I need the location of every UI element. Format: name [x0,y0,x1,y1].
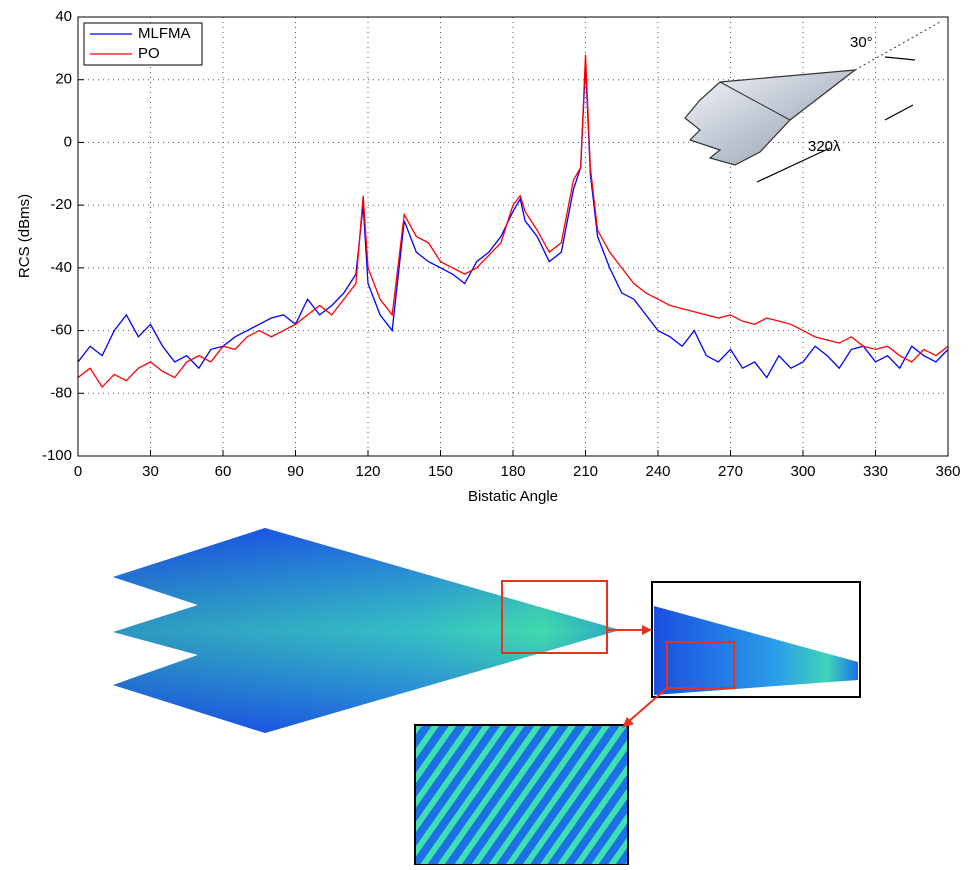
y-tick-label: -20 [50,196,72,213]
x-tick-label: 180 [500,463,525,480]
x-tick-label: 330 [863,463,888,480]
aircraft-sketch: 30° 320λ [684,21,941,183]
x-tick-label: 90 [287,463,304,480]
legend-label: PO [138,45,160,62]
legend [83,22,203,66]
y-tick-label: -40 [50,259,72,276]
y-tick-label: -60 [50,322,72,339]
x-tick-label: 120 [355,463,380,480]
x-tick-label: 240 [645,463,670,480]
y-tick-label: -80 [50,384,72,401]
x-tick-label: 0 [74,463,82,480]
y-tick-label: 40 [55,8,72,25]
plot-frame [77,16,949,457]
x-tick-label: 270 [718,463,743,480]
x-axis-label: Bistatic Angle [468,488,558,505]
x-tick-label: 300 [790,463,815,480]
annotation: 320λ [808,138,841,155]
y-tick-label: 20 [55,71,72,88]
x-tick-label: 360 [935,463,960,480]
y-tick-label: 0 [64,133,72,150]
x-tick-label: 150 [428,463,453,480]
annotation: 30° [850,34,873,51]
series-line [78,54,948,389]
series-line [78,64,948,379]
current-images [113,528,861,866]
x-tick-label: 30 [142,463,159,480]
x-tick-label: 210 [573,463,598,480]
y-tick-label: -100 [42,447,72,464]
x-tick-label: 60 [215,463,232,480]
y-axis-label: RCS (dBms) [16,194,33,278]
legend-label: MLFMA [138,25,191,42]
